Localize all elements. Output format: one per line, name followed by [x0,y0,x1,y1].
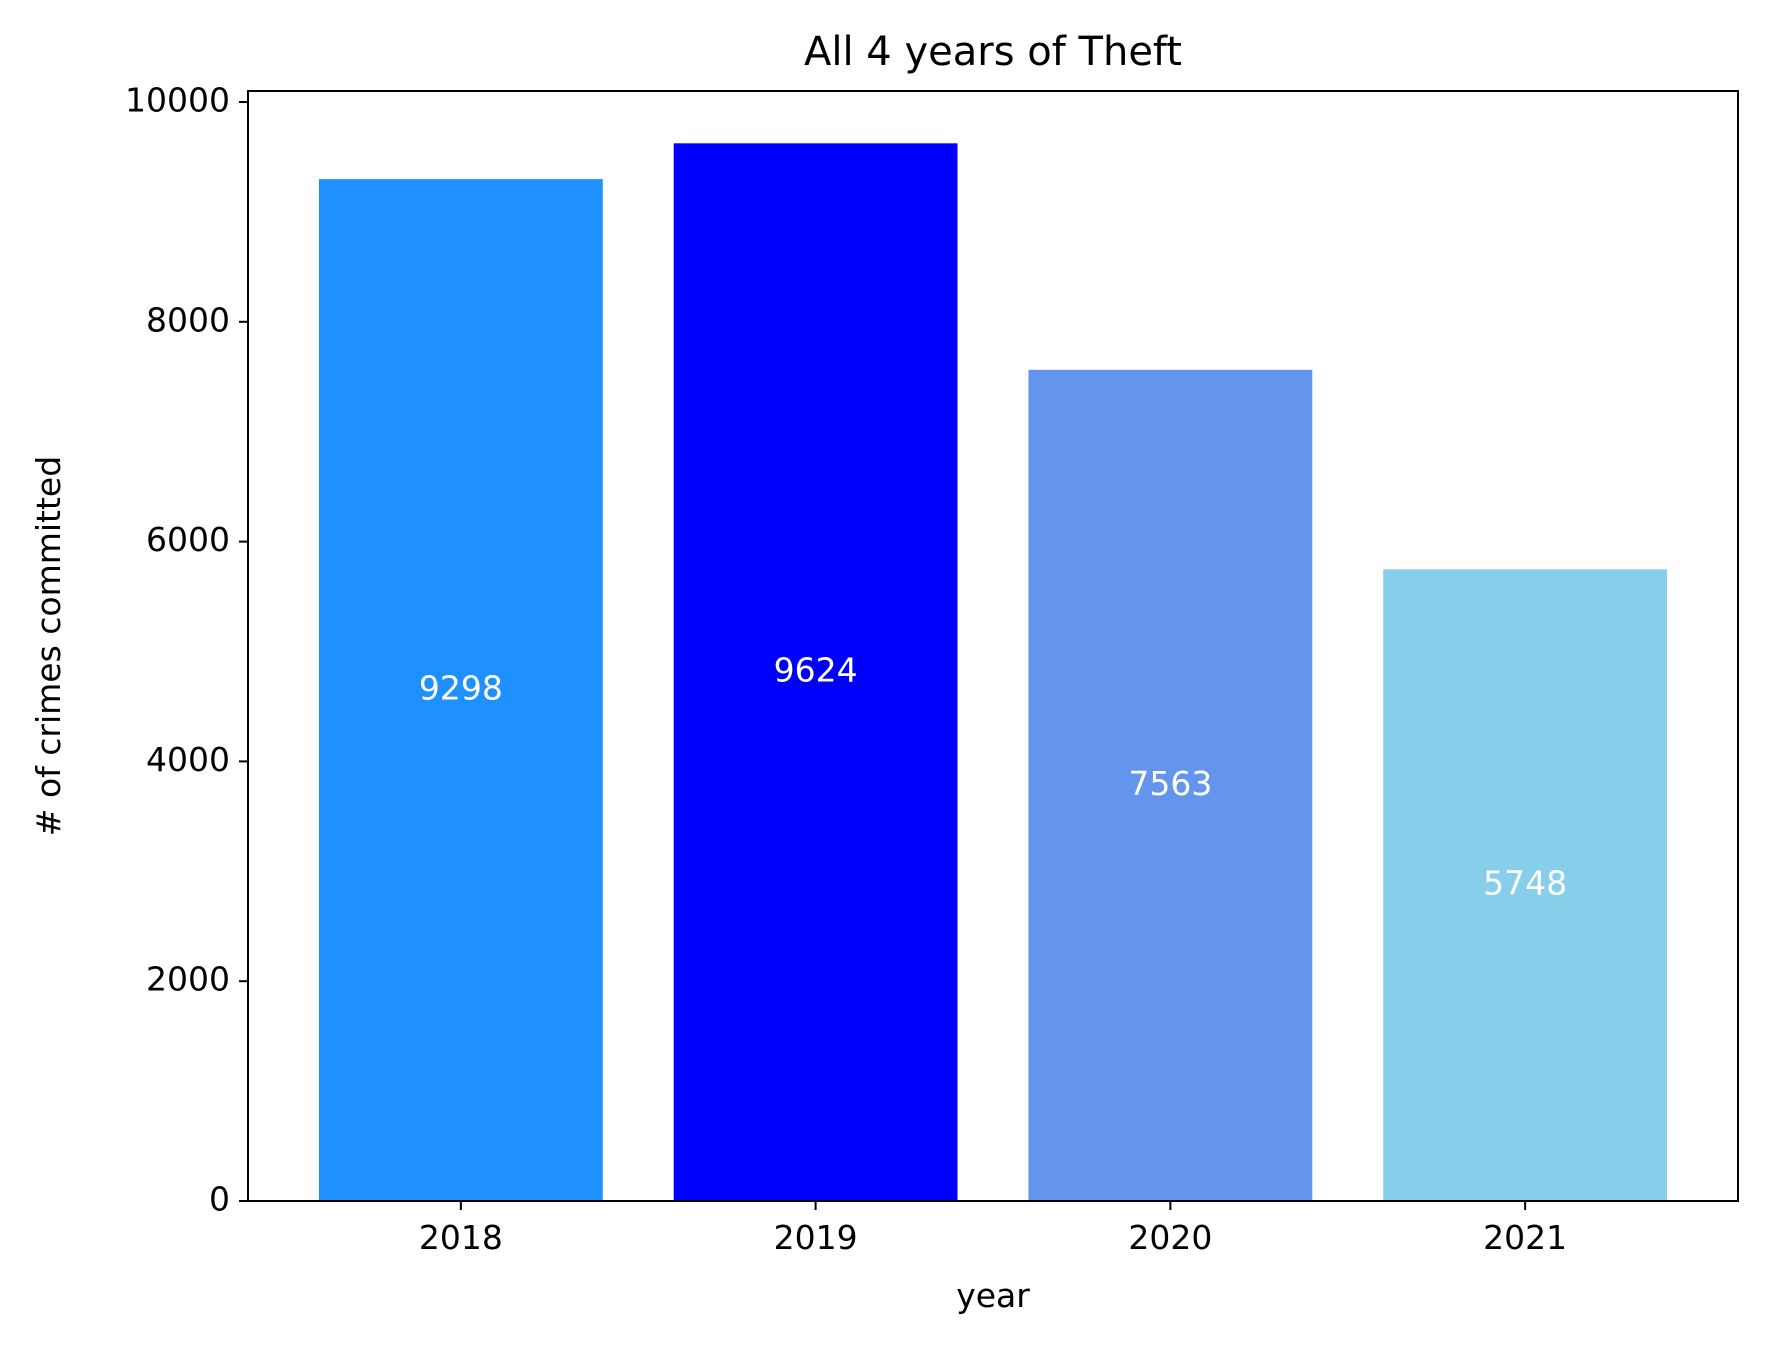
bar-value-label-2018: 9298 [419,669,503,708]
bar-value-label-2021: 5748 [1483,864,1567,903]
bars-layer [318,143,1668,1201]
bar-value-labels: 9298 9624 7563 5748 [419,651,1567,903]
plot-area-frame [247,90,1739,1202]
x-axis-label: year [956,1276,1030,1315]
x-axis-ticks: 2018 2019 2020 2021 [419,1201,1567,1257]
bar-value-label-2019: 9624 [774,651,858,690]
y-tick-label: 10000 [125,80,230,119]
x-tick-label: 2019 [774,1218,858,1257]
y-tick-label: 4000 [146,740,230,779]
x-tick-label: 2021 [1483,1218,1567,1257]
y-tick-label: 6000 [146,520,230,559]
y-tick-label: 8000 [146,300,230,339]
bar-2019 [673,143,958,1201]
bar-value-label-2020: 7563 [1128,764,1212,803]
x-tick-label: 2018 [419,1218,503,1257]
x-tick-label: 2020 [1128,1218,1212,1257]
y-tick-label: 2000 [146,960,230,999]
y-axis-ticks: 0 2000 4000 6000 8000 10000 [125,80,248,1219]
y-axis-label: # of crimes committed [29,456,68,836]
chart-title: All 4 years of Theft [804,29,1182,75]
bar-2021 [1383,569,1668,1201]
bar-2018 [318,179,603,1201]
bar-2020 [1028,369,1313,1201]
y-tick-label: 0 [209,1180,230,1219]
